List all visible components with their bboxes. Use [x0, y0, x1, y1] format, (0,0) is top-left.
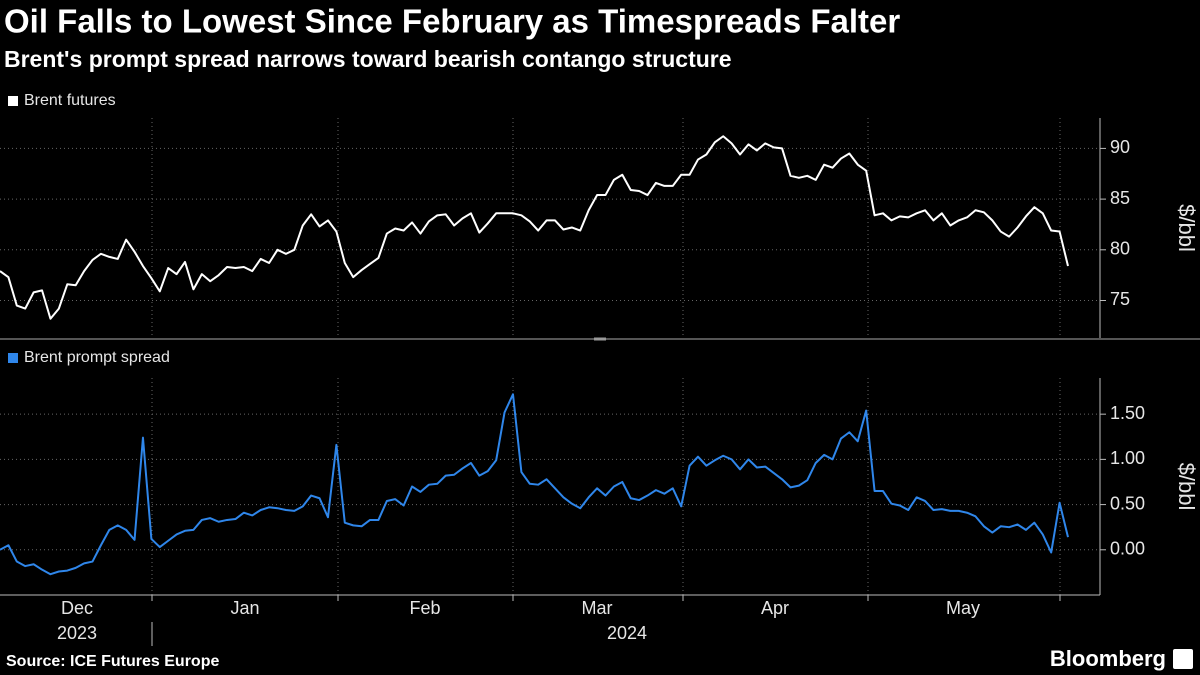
source: Source: ICE Futures Europe [6, 653, 219, 670]
y-tick-label: 85 [1110, 188, 1130, 208]
y-tick-label: 1.50 [1110, 403, 1145, 423]
x-tick-label: Apr [761, 598, 789, 618]
y-tick-label: 0.50 [1110, 493, 1145, 513]
chart-subtitle: Brent's prompt spread narrows toward bea… [4, 46, 732, 72]
brand: Bloomberg [1050, 646, 1166, 671]
x-tick-label: Dec [61, 598, 93, 618]
x-tick-label: Jan [230, 598, 259, 618]
y-tick-label: 75 [1110, 289, 1130, 309]
y-tick-label: 1.00 [1110, 448, 1145, 468]
x-tick-label: Mar [582, 598, 613, 618]
y-axis-label: $/bbl [1174, 204, 1199, 252]
y-tick-label: 90 [1110, 137, 1130, 157]
legend-swatch [8, 96, 18, 106]
y-axis-label: $/bbl [1174, 463, 1199, 511]
chart-title: Oil Falls to Lowest Since February as Ti… [4, 3, 900, 40]
x-year-label: 2023 [57, 623, 97, 643]
x-tick-label: May [946, 598, 980, 618]
y-tick-label: 0.00 [1110, 539, 1145, 559]
legend-label: Brent prompt spread [24, 349, 170, 366]
data-line [0, 393, 1069, 576]
brand-icon [1173, 649, 1193, 669]
x-year-label: 2024 [607, 623, 647, 643]
legend-label: Brent futures [24, 92, 116, 109]
data-line [0, 135, 1069, 320]
x-tick-label: Feb [409, 598, 440, 618]
legend-swatch [8, 353, 18, 363]
y-tick-label: 80 [1110, 239, 1130, 259]
